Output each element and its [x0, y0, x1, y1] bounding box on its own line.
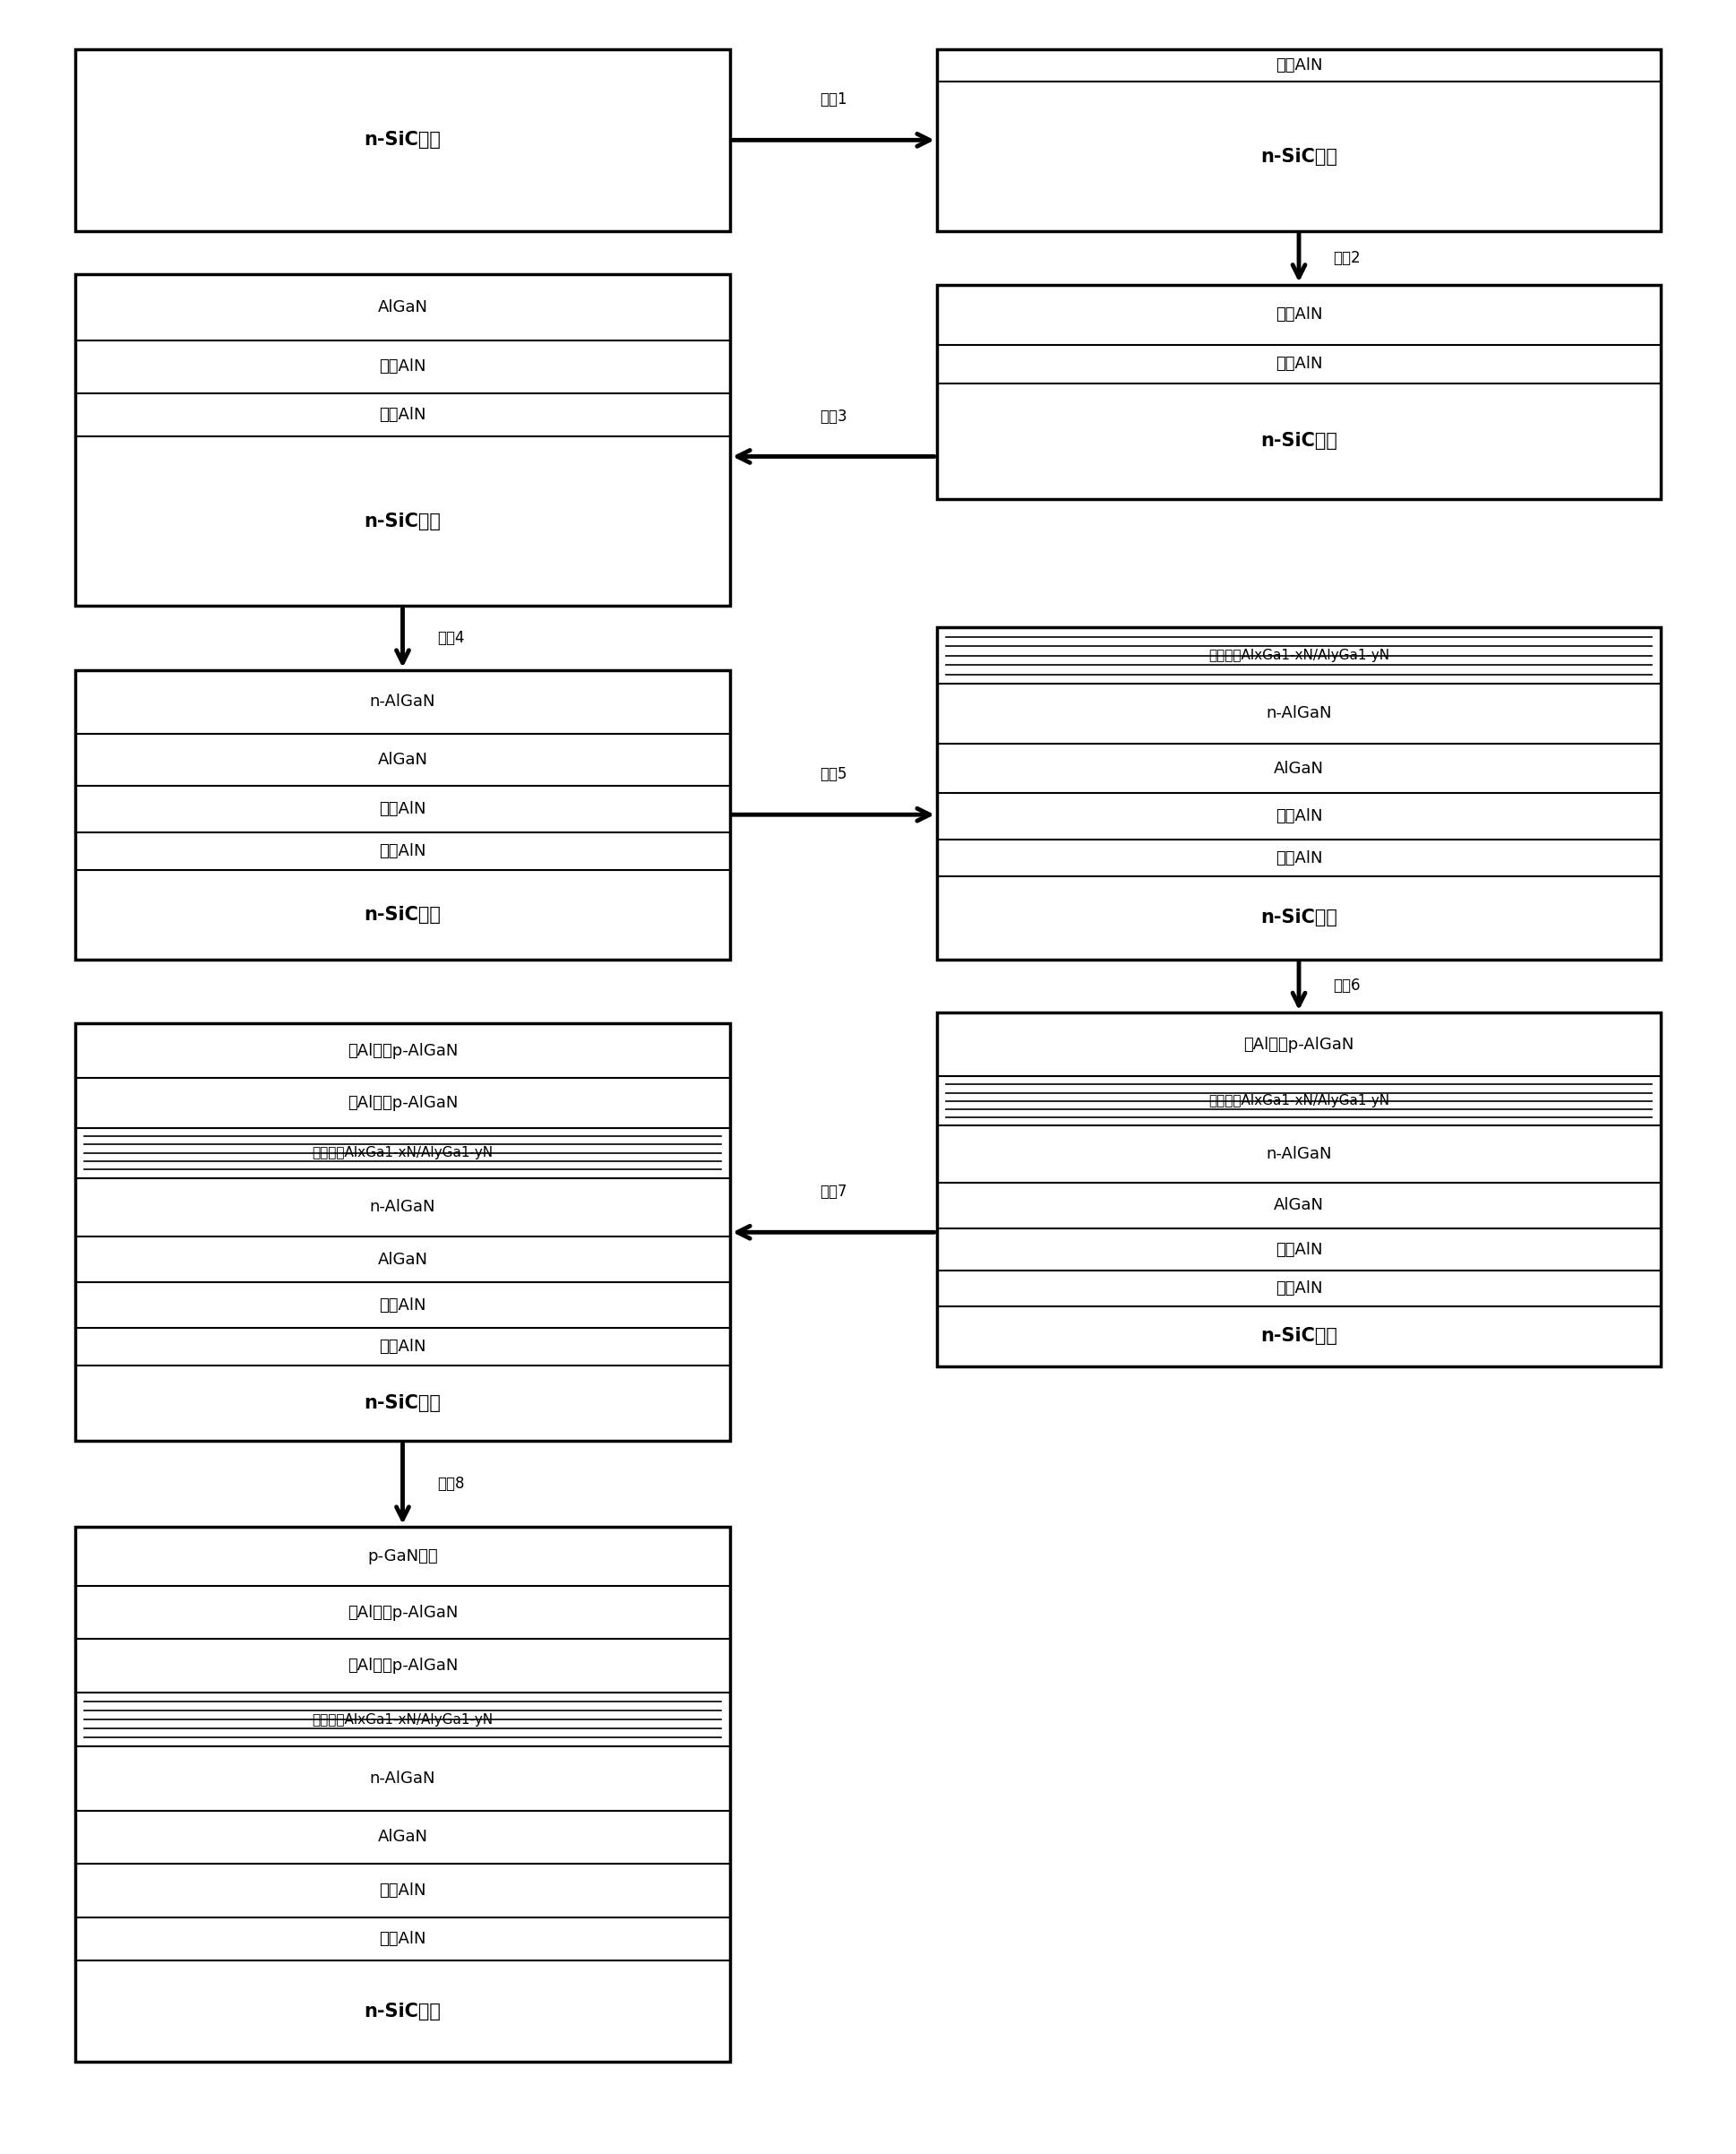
Text: n-AlGaN: n-AlGaN — [370, 1771, 436, 1786]
Text: n-AlGaN: n-AlGaN — [370, 1200, 436, 1215]
Text: 低Al组分p-AlGaN: 低Al组分p-AlGaN — [347, 1605, 458, 1620]
Text: 多量子阱AlxGa1-xN/AlyGa1-yN: 多量子阱AlxGa1-xN/AlyGa1-yN — [312, 1146, 493, 1159]
Bar — [75, 670, 731, 959]
Bar — [75, 50, 731, 230]
Text: 步骤7: 步骤7 — [819, 1185, 847, 1200]
Text: 步骤5: 步骤5 — [819, 767, 847, 782]
Text: n-SiC衬底: n-SiC衬底 — [365, 905, 441, 924]
Text: n-SiC衬底: n-SiC衬底 — [365, 513, 441, 530]
Text: n-AlGaN: n-AlGaN — [370, 694, 436, 711]
Text: 步骤3: 步骤3 — [819, 409, 847, 424]
Text: 高温AlN: 高温AlN — [378, 360, 425, 375]
Text: 高温AlN: 高温AlN — [1276, 1241, 1323, 1258]
Text: 低Al组分p-AlGaN: 低Al组分p-AlGaN — [347, 1043, 458, 1058]
Text: AlGaN: AlGaN — [1274, 760, 1325, 775]
Text: 高Al组分p-AlGaN: 高Al组分p-AlGaN — [347, 1659, 458, 1674]
Text: 高Al组分p-AlGaN: 高Al组分p-AlGaN — [347, 1094, 458, 1111]
Text: n-SiC衬底: n-SiC衬底 — [1260, 146, 1337, 166]
Text: 低温AlN: 低温AlN — [1276, 58, 1323, 73]
Text: 低温AlN: 低温AlN — [1276, 355, 1323, 373]
Text: n-SiC衬底: n-SiC衬底 — [1260, 433, 1337, 450]
Bar — [937, 50, 1661, 230]
Text: 多量子阱AlxGa1-xN/AlyGa1-yN: 多量子阱AlxGa1-xN/AlyGa1-yN — [312, 1712, 493, 1725]
Text: AlGaN: AlGaN — [377, 299, 427, 314]
Text: 高温AlN: 高温AlN — [378, 801, 425, 816]
Text: 高温AlN: 高温AlN — [378, 1297, 425, 1314]
Text: AlGaN: AlGaN — [1274, 1198, 1325, 1213]
Text: AlGaN: AlGaN — [377, 752, 427, 767]
Text: 低温AlN: 低温AlN — [378, 842, 425, 859]
Text: 步骤4: 步骤4 — [437, 629, 465, 646]
Text: 多量子阱AlxGa1-xN/AlyGa1-yN: 多量子阱AlxGa1-xN/AlyGa1-yN — [1208, 648, 1389, 661]
Text: n-SiC衬底: n-SiC衬底 — [365, 2003, 441, 2020]
Text: n-SiC衬底: n-SiC衬底 — [1260, 909, 1337, 926]
Text: n-AlGaN: n-AlGaN — [1266, 707, 1332, 722]
Text: 步骤8: 步骤8 — [437, 1475, 465, 1493]
Text: 步骤1: 步骤1 — [819, 93, 847, 108]
Text: 低温AlN: 低温AlN — [1276, 1279, 1323, 1297]
Text: 高温AlN: 高温AlN — [1276, 306, 1323, 323]
Text: 低温AlN: 低温AlN — [378, 1340, 425, 1355]
Text: 步骤6: 步骤6 — [1333, 978, 1361, 993]
Text: n-AlGaN: n-AlGaN — [1266, 1146, 1332, 1163]
Text: 低温AlN: 低温AlN — [378, 407, 425, 422]
Text: 低温AlN: 低温AlN — [1276, 851, 1323, 866]
Bar — [75, 274, 731, 605]
Bar — [937, 627, 1661, 959]
Text: 高Al组分p-AlGaN: 高Al组分p-AlGaN — [1243, 1036, 1354, 1053]
Bar — [75, 1023, 731, 1441]
Bar — [75, 1527, 731, 2061]
Text: AlGaN: AlGaN — [377, 1829, 427, 1846]
Text: 高温AlN: 高温AlN — [1276, 808, 1323, 825]
Text: 低温AlN: 低温AlN — [378, 1930, 425, 1947]
Text: 高温AlN: 高温AlN — [378, 1883, 425, 1900]
Text: AlGaN: AlGaN — [377, 1251, 427, 1267]
Text: n-SiC衬底: n-SiC衬底 — [365, 131, 441, 149]
Text: 多量子阱AlxGa1-xN/AlyGa1-yN: 多量子阱AlxGa1-xN/AlyGa1-yN — [1208, 1094, 1389, 1107]
Text: n-SiC衬底: n-SiC衬底 — [1260, 1327, 1337, 1344]
Bar — [937, 1012, 1661, 1366]
Text: n-SiC衬底: n-SiC衬底 — [365, 1394, 441, 1413]
Text: p-GaN冒层: p-GaN冒层 — [368, 1549, 437, 1564]
Text: 步骤2: 步骤2 — [1333, 250, 1361, 265]
Bar — [937, 284, 1661, 500]
